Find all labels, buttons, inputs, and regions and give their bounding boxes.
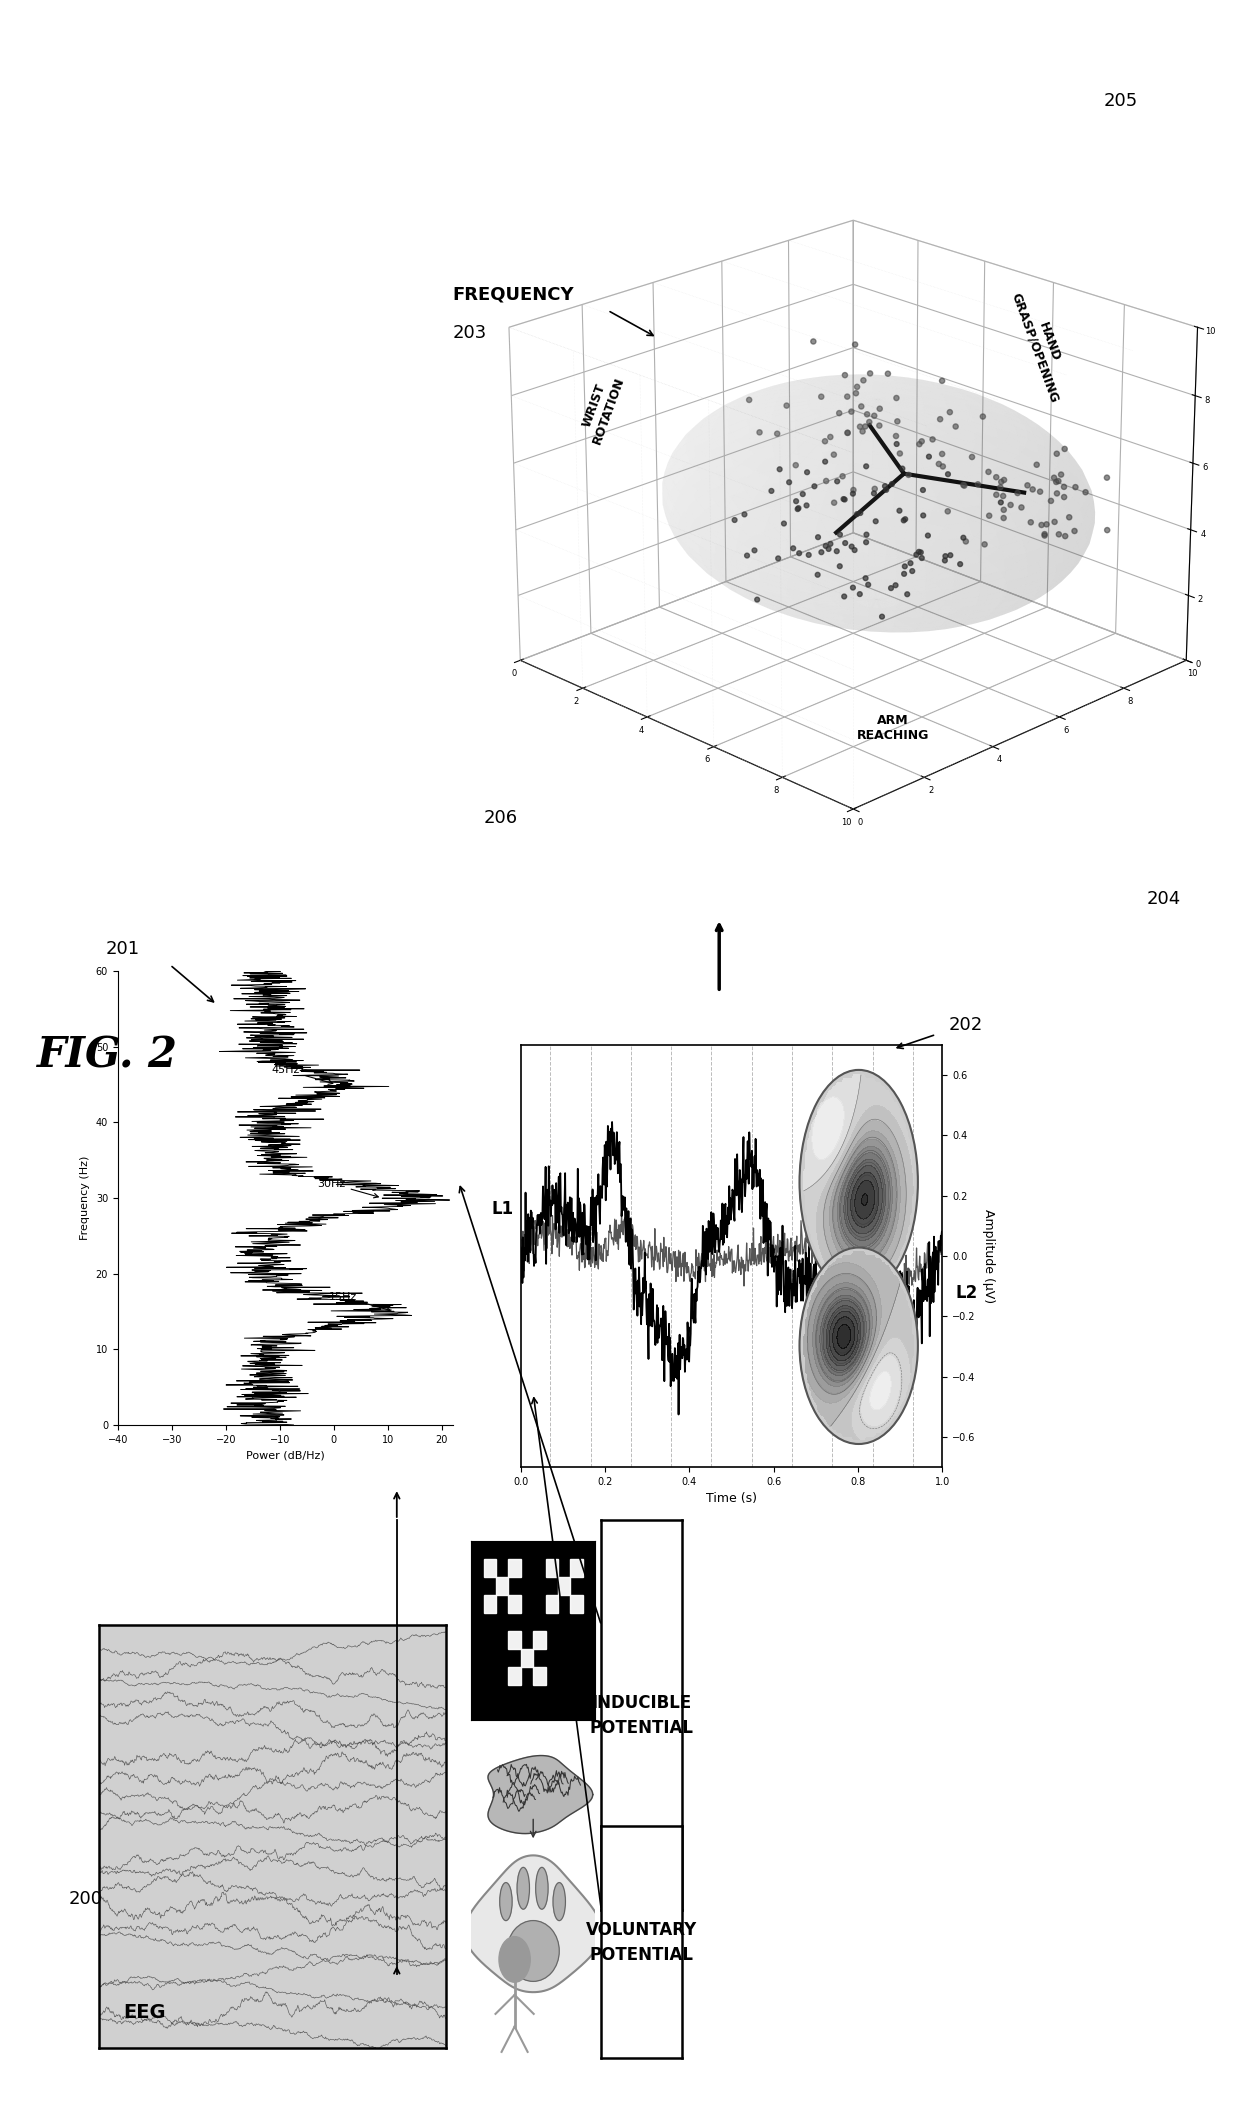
- Text: 200: 200: [68, 1889, 102, 1908]
- Bar: [508, 1668, 521, 1685]
- Ellipse shape: [800, 1248, 918, 1444]
- Bar: [484, 1558, 496, 1577]
- Text: 201: 201: [105, 939, 140, 958]
- Text: INDUCIBLE
POTENTIAL: INDUCIBLE POTENTIAL: [590, 1693, 693, 1737]
- Bar: [521, 1649, 533, 1668]
- Text: 15Hz: 15Hz: [329, 1292, 391, 1311]
- Circle shape: [498, 1936, 531, 1982]
- Text: FREQUENCY: FREQUENCY: [453, 285, 574, 304]
- Bar: [570, 1596, 583, 1613]
- Y-axis label: Amplitude (μV): Amplitude (μV): [982, 1210, 994, 1302]
- Text: FIG. 2: FIG. 2: [37, 1034, 179, 1077]
- X-axis label: Time (s): Time (s): [706, 1492, 758, 1505]
- Text: 202: 202: [949, 1015, 983, 1034]
- Bar: [533, 1668, 546, 1685]
- Text: L2: L2: [955, 1283, 977, 1302]
- Text: 203: 203: [453, 323, 487, 342]
- Text: VOLUNTARY
POTENTIAL: VOLUNTARY POTENTIAL: [587, 1921, 697, 1963]
- Bar: [533, 1630, 546, 1649]
- Text: 206: 206: [484, 809, 518, 828]
- Text: HAND
GRASP/OPENING: HAND GRASP/OPENING: [1008, 285, 1075, 403]
- Text: L1: L1: [491, 1199, 513, 1218]
- Ellipse shape: [517, 1868, 529, 1908]
- Bar: [508, 1558, 521, 1577]
- Ellipse shape: [536, 1868, 548, 1908]
- Bar: [570, 1558, 583, 1577]
- Ellipse shape: [553, 1883, 565, 1921]
- Bar: [558, 1577, 570, 1596]
- Bar: [546, 1558, 558, 1577]
- Text: 45Hz: 45Hz: [272, 1066, 332, 1085]
- Text: 204: 204: [1147, 889, 1182, 908]
- Bar: [484, 1596, 496, 1613]
- Polygon shape: [489, 1756, 593, 1834]
- Text: EEG: EEG: [124, 2003, 166, 2022]
- Y-axis label: Frequency (Hz): Frequency (Hz): [81, 1157, 91, 1239]
- Text: ARM
REACHING: ARM REACHING: [857, 714, 929, 741]
- Ellipse shape: [800, 1070, 918, 1294]
- Text: 205: 205: [1104, 91, 1138, 110]
- Bar: [508, 1630, 521, 1649]
- Bar: [546, 1596, 558, 1613]
- Ellipse shape: [500, 1883, 512, 1921]
- X-axis label: Power (dB/Hz): Power (dB/Hz): [246, 1450, 325, 1461]
- Bar: [496, 1577, 508, 1596]
- Text: 30Hz: 30Hz: [317, 1178, 378, 1197]
- Text: WRIST
ROTATION: WRIST ROTATION: [577, 369, 626, 445]
- Polygon shape: [465, 1856, 601, 1993]
- Bar: [508, 1596, 521, 1613]
- Ellipse shape: [507, 1921, 559, 1982]
